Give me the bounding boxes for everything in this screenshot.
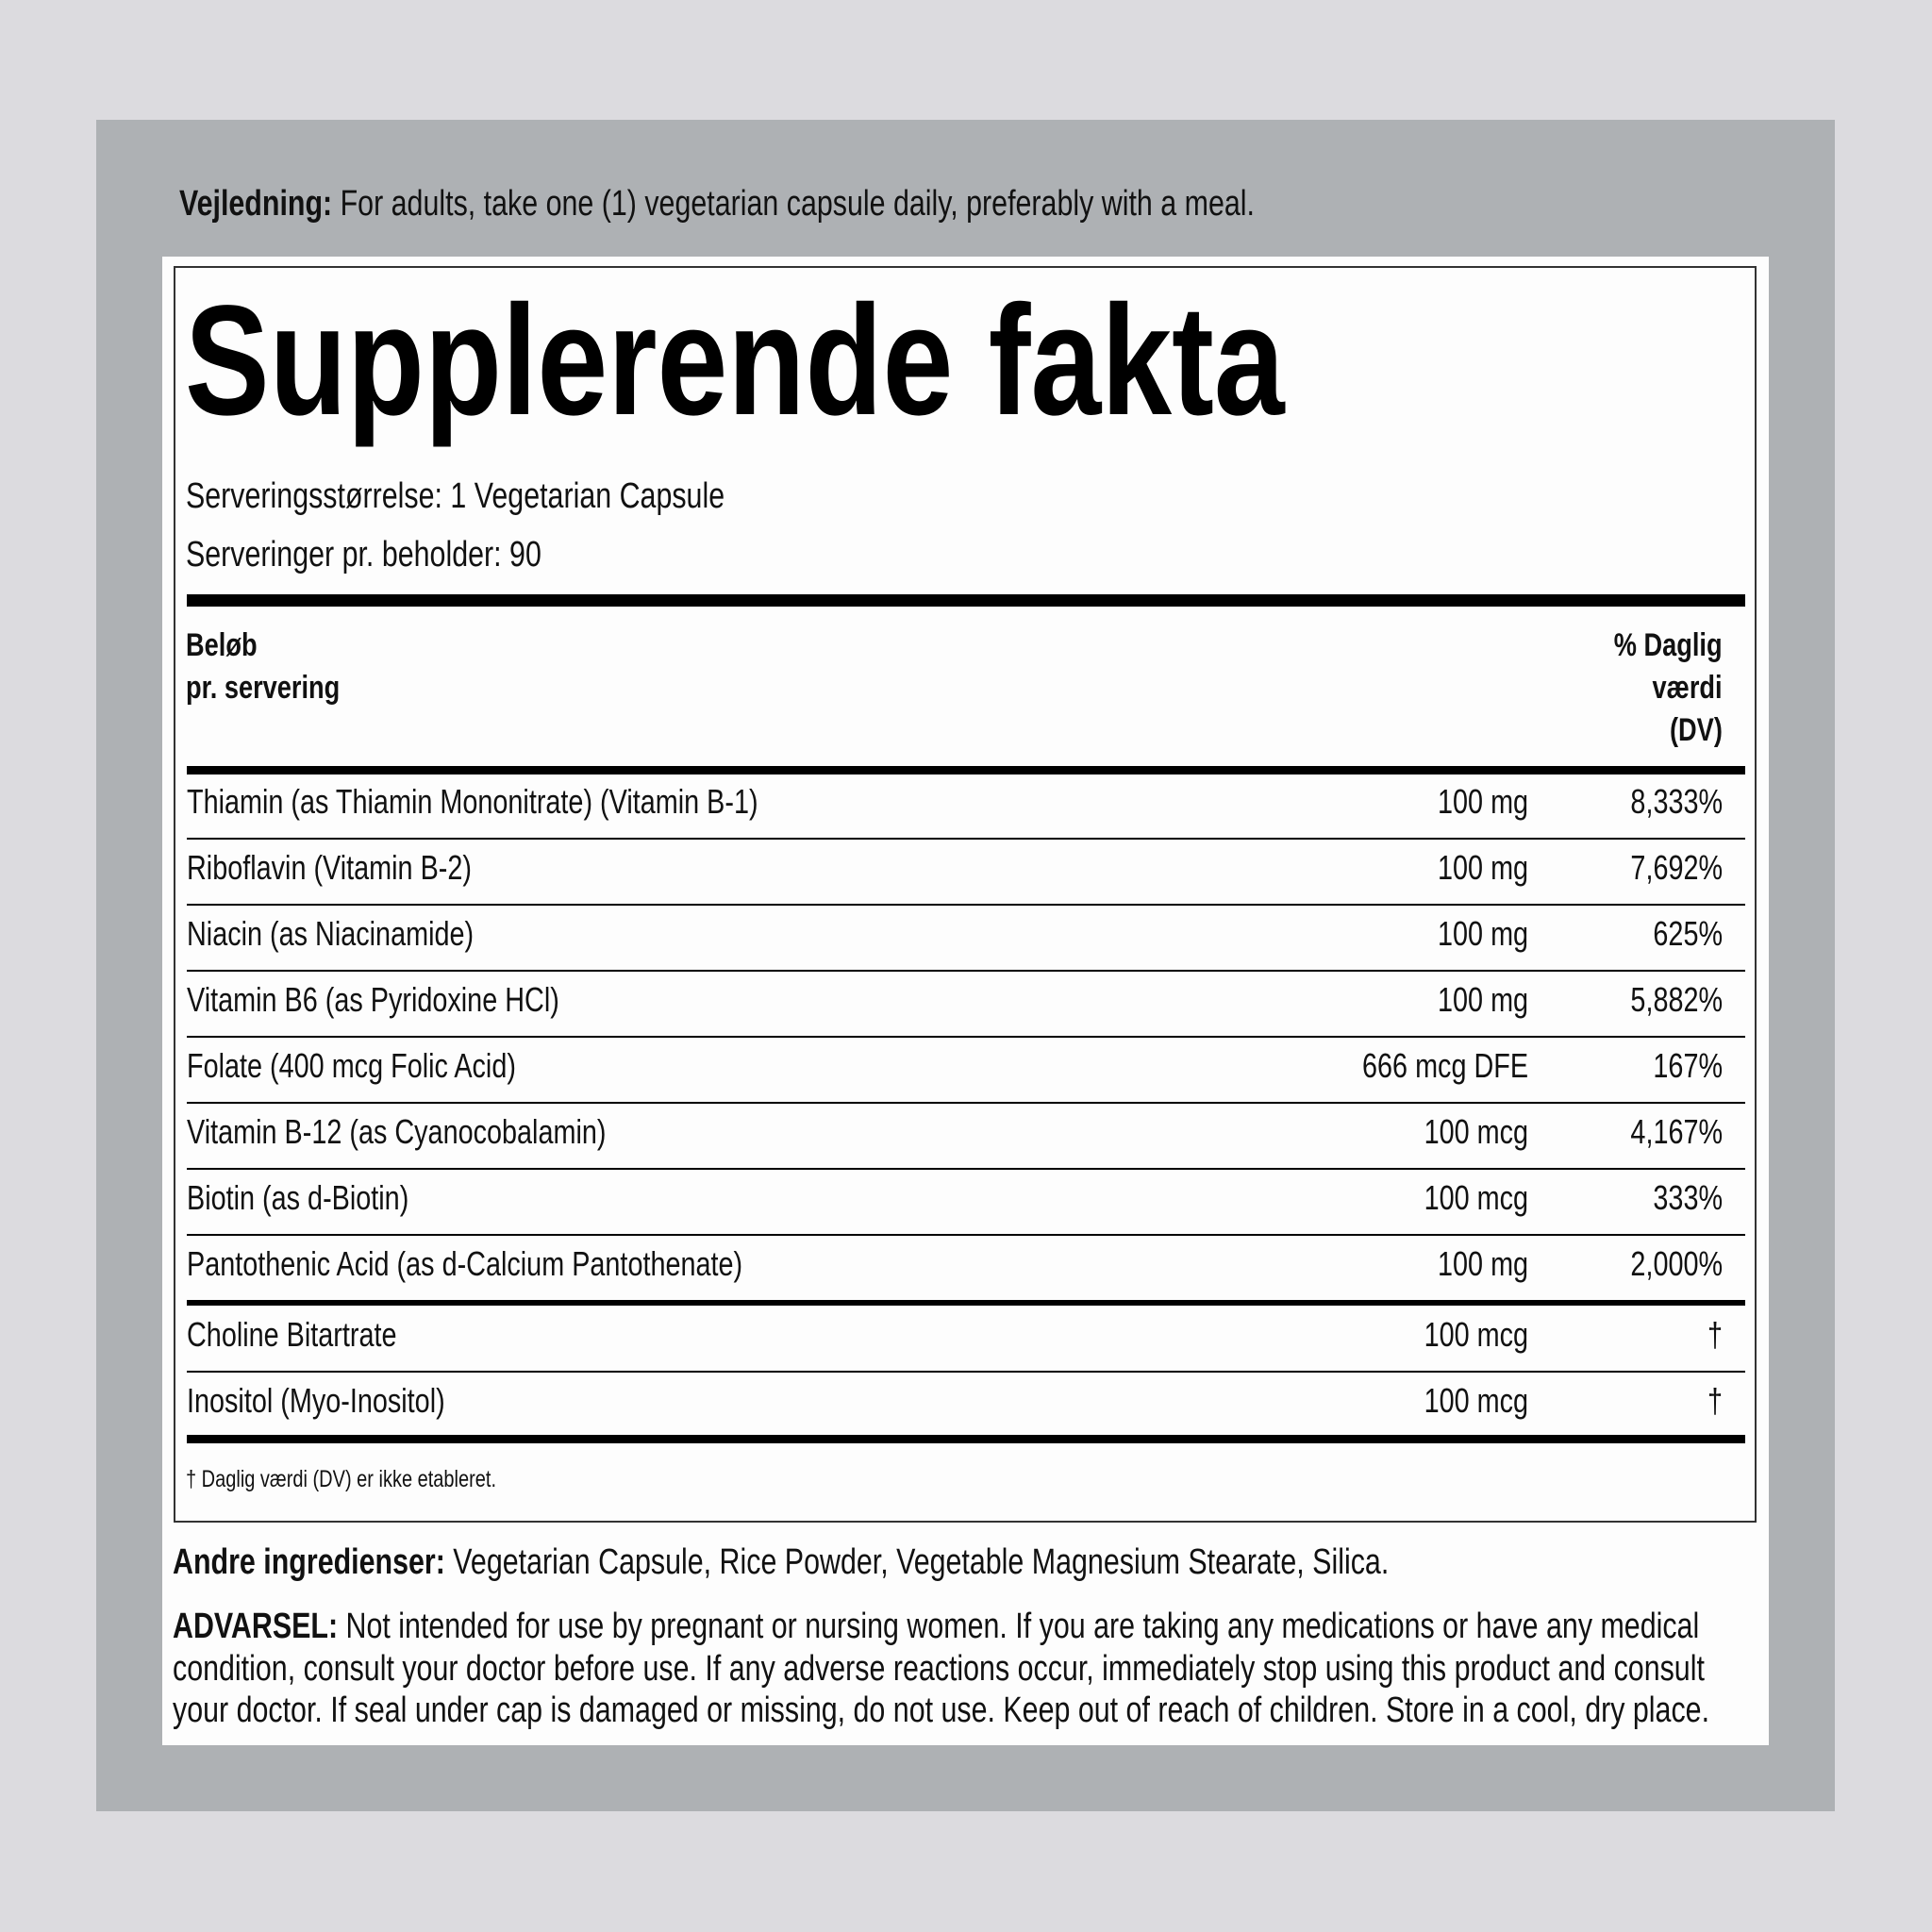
nutrient-dv: 5,882% (1630, 980, 1723, 1019)
thick-divider (187, 594, 1745, 607)
nutrient-amount: 100 mcg (1424, 1381, 1528, 1420)
nutrient-amount: 100 mcg (1424, 1112, 1528, 1151)
nutrient-amount: 100 mg (1437, 980, 1528, 1019)
facts-title: Supplerende fakta (185, 274, 1285, 448)
nutrient-dv: † (1707, 1315, 1723, 1354)
table-row: Niacin (as Niacinamide) 100 mg 625% (187, 913, 1745, 955)
header-dv: % Daglig værdi (DV) (1614, 627, 1723, 748)
table-row: Vitamin B6 (as Pyridoxine HCl) 100 mg 5,… (187, 979, 1745, 1021)
nutrient-amount: 100 mg (1437, 1244, 1528, 1283)
nutrient-name: Riboflavin (Vitamin B-2) (187, 848, 472, 887)
nutrient-name: Niacin (as Niacinamide) (187, 914, 475, 953)
table-row: Choline Bitartrate 100 mcg † (187, 1314, 1745, 1356)
row-divider (187, 1036, 1745, 1038)
nutrient-amount: 100 mcg (1424, 1178, 1528, 1217)
table-row: Biotin (as d-Biotin) 100 mcg 333% (187, 1177, 1745, 1219)
row-divider (187, 1371, 1745, 1373)
row-divider (187, 970, 1745, 972)
nutrient-dv: 333% (1653, 1178, 1723, 1217)
table-row: Pantothenic Acid (as d-Calcium Pantothen… (187, 1243, 1745, 1285)
nutrient-amount: 666 mcg DFE (1361, 1046, 1528, 1085)
nutrient-dv: 2,000% (1630, 1244, 1723, 1283)
header-amount: Beløb pr. servering (186, 627, 341, 706)
table-row: Riboflavin (Vitamin B-2) 100 mg 7,692% (187, 847, 1745, 889)
nutrient-amount: 100 mg (1437, 848, 1528, 887)
nutrient-name: Thiamin (as Thiamin Mononitrate) (Vitami… (187, 782, 758, 821)
directions: Vejledning: For adults, take one (1) veg… (179, 183, 1524, 225)
warning: ADVARSEL: Not intended for use by pregna… (173, 1607, 1710, 1730)
row-divider (187, 1234, 1745, 1236)
serving-size: Serveringsstørrelse: 1 Vegetarian Capsul… (186, 476, 725, 516)
directions-text: For adults, take one (1) vegetarian caps… (332, 184, 1255, 224)
directions-label: Vejledning: (179, 184, 333, 224)
row-divider (187, 904, 1745, 906)
nutrient-dv: † (1707, 1381, 1723, 1420)
supplement-facts-box (174, 266, 1757, 1523)
nutrient-dv: 625% (1653, 914, 1723, 953)
nutrient-name: Biotin (as d-Biotin) (187, 1178, 409, 1217)
row-divider (187, 1300, 1745, 1306)
row-divider (187, 1435, 1745, 1443)
footnote: † Daglig værdi (DV) er ikke etableret. (186, 1466, 497, 1492)
nutrient-dv: 8,333% (1630, 782, 1723, 821)
nutrient-name: Vitamin B6 (as Pyridoxine HCl) (187, 980, 559, 1019)
table-row: Inositol (Myo-Inositol) 100 mcg † (187, 1380, 1745, 1422)
row-divider (187, 838, 1745, 840)
nutrient-amount: 100 mg (1437, 914, 1528, 953)
other-ingredients: Andre ingredienser: Vegetarian Capsule, … (173, 1542, 1390, 1582)
table-row: Vitamin B-12 (as Cyanocobalamin) 100 mcg… (187, 1111, 1745, 1153)
nutrient-name: Inositol (Myo-Inositol) (187, 1381, 445, 1420)
nutrient-dv: 7,692% (1630, 848, 1723, 887)
thick-divider (187, 766, 1745, 774)
row-divider (187, 1102, 1745, 1104)
table-row: Folate (400 mcg Folic Acid) 666 mcg DFE … (187, 1045, 1745, 1087)
nutrient-dv: 4,167% (1630, 1112, 1723, 1151)
nutrient-amount: 100 mcg (1424, 1315, 1528, 1354)
nutrient-amount: 100 mg (1437, 782, 1528, 821)
row-divider (187, 1168, 1745, 1170)
nutrient-name: Vitamin B-12 (as Cyanocobalamin) (187, 1112, 607, 1151)
nutrient-name: Folate (400 mcg Folic Acid) (187, 1046, 516, 1085)
table-row: Thiamin (as Thiamin Mononitrate) (Vitami… (187, 781, 1745, 823)
nutrient-name: Pantothenic Acid (as d-Calcium Pantothen… (187, 1244, 743, 1283)
label-panel (162, 257, 1769, 1745)
nutrient-name: Choline Bitartrate (187, 1315, 397, 1354)
nutrient-dv: 167% (1653, 1046, 1723, 1085)
servings-per-container: Serveringer pr. beholder: 90 (186, 535, 541, 575)
